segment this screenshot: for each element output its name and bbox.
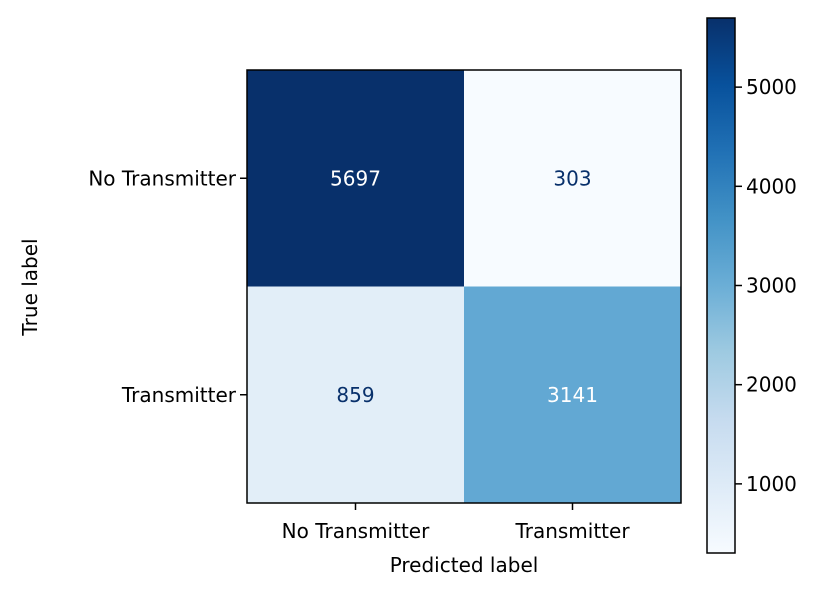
- heatmap-cell: [464, 286, 681, 503]
- heatmap-cells: 5697 303 859 3141: [247, 70, 681, 503]
- x-tick-label: Transmitter: [514, 519, 630, 543]
- y-axis-label: True label: [18, 238, 42, 336]
- cell-value-label: 303: [553, 166, 591, 190]
- colorbar-tick-label: 1000: [746, 472, 797, 496]
- colorbar: [706, 17, 736, 554]
- heatmap-cell: [247, 286, 464, 503]
- colorbar-tick-label: 2000: [746, 373, 797, 397]
- heatmap-cell: [247, 70, 464, 287]
- y-tick-label: No Transmitter: [88, 166, 236, 190]
- colorbar-ticks: 1000 2000 3000 4000 5000: [735, 75, 797, 496]
- cell-value-label: 3141: [547, 383, 598, 407]
- colorbar-tick-label: 3000: [746, 274, 797, 298]
- x-axis-label: Predicted label: [390, 553, 539, 577]
- heatmap-cell: [464, 70, 681, 287]
- cell-value-label: 859: [336, 383, 374, 407]
- colorbar-tick-label: 4000: [746, 174, 797, 198]
- x-tick-label: No Transmitter: [282, 519, 430, 543]
- x-axis-ticks: No Transmitter Transmitter: [282, 503, 630, 543]
- plot-frame: [246, 69, 682, 504]
- colorbar-tick-label: 5000: [746, 75, 797, 99]
- y-axis-ticks: No Transmitter Transmitter: [88, 166, 247, 407]
- cell-value-label: 5697: [330, 166, 381, 190]
- y-tick-label: Transmitter: [121, 383, 237, 407]
